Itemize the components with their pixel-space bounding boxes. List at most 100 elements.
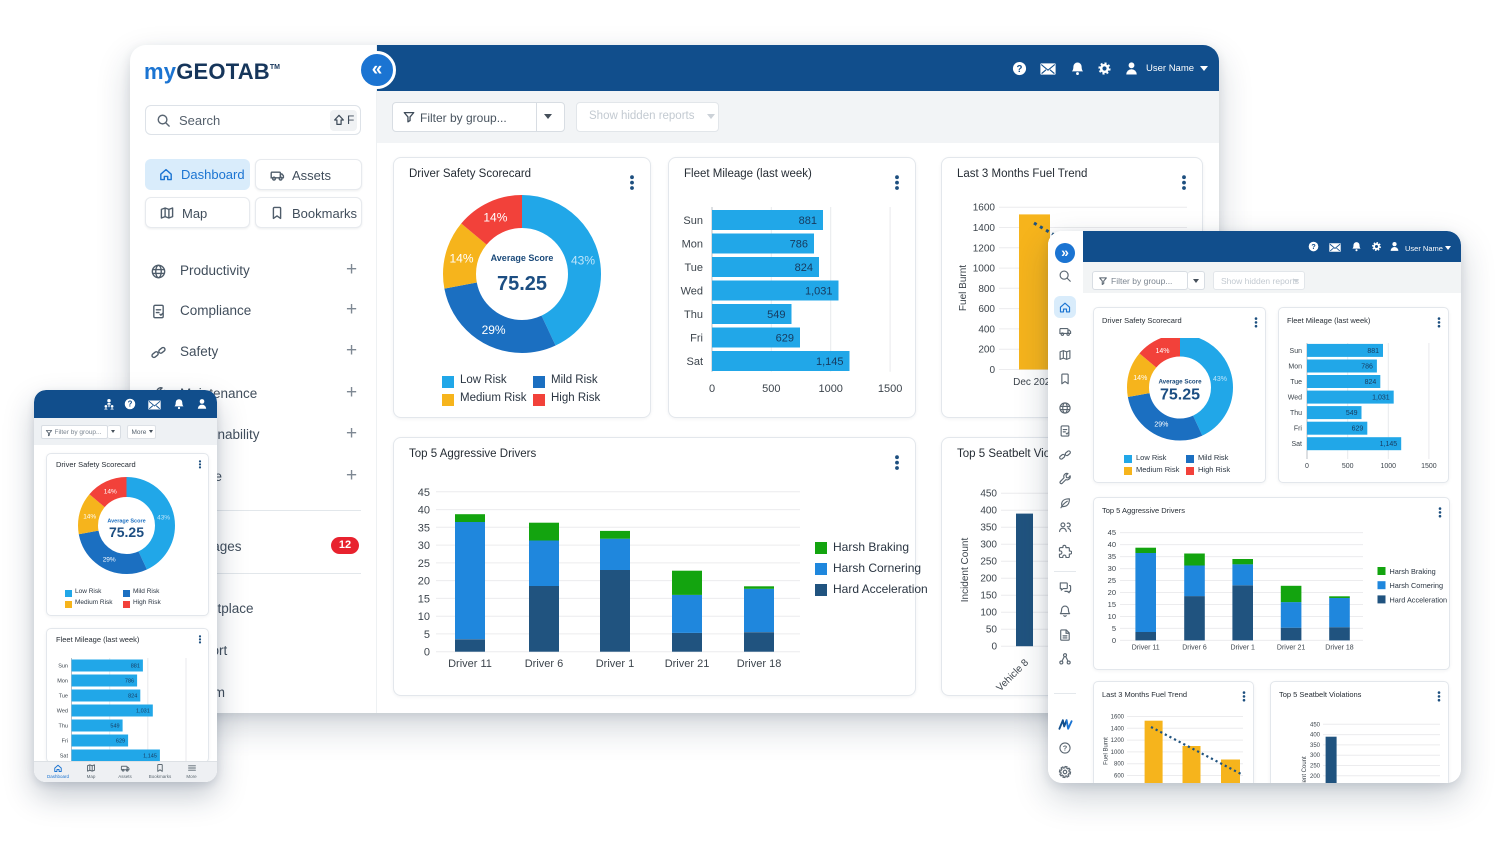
svg-text:Tue: Tue bbox=[1290, 379, 1302, 386]
svg-text:1,145: 1,145 bbox=[143, 754, 157, 760]
svg-text:Sat: Sat bbox=[60, 754, 69, 760]
svg-text:300: 300 bbox=[1310, 753, 1321, 759]
svg-text:0: 0 bbox=[709, 383, 715, 395]
svg-text:20: 20 bbox=[1108, 588, 1116, 597]
svg-text:Average Score: Average Score bbox=[107, 519, 145, 525]
svg-text:Thu: Thu bbox=[59, 724, 68, 730]
svg-text:Tue: Tue bbox=[59, 694, 68, 700]
svg-text:35: 35 bbox=[418, 522, 430, 534]
svg-text:50: 50 bbox=[986, 625, 998, 636]
svg-text:549: 549 bbox=[110, 724, 119, 730]
svg-text:Average Score: Average Score bbox=[1158, 379, 1202, 386]
svg-text:Fuel Burnt: Fuel Burnt bbox=[1104, 737, 1110, 765]
svg-text:500: 500 bbox=[1342, 463, 1354, 470]
svg-text:1600: 1600 bbox=[1111, 715, 1125, 721]
svg-text:?: ? bbox=[1017, 64, 1023, 75]
svg-text:0: 0 bbox=[989, 365, 995, 376]
svg-text:350: 350 bbox=[1310, 743, 1321, 749]
svg-text:14%: 14% bbox=[104, 488, 117, 495]
svg-text:824: 824 bbox=[128, 694, 137, 700]
svg-text:Driver 1: Driver 1 bbox=[1230, 645, 1255, 652]
svg-text:14%: 14% bbox=[83, 513, 96, 520]
svg-text:14%: 14% bbox=[483, 211, 507, 225]
svg-text:Driver 11: Driver 11 bbox=[448, 658, 492, 670]
svg-text:0: 0 bbox=[424, 647, 430, 659]
svg-text:Incident Count: Incident Count bbox=[960, 538, 971, 603]
svg-text:786: 786 bbox=[1361, 364, 1373, 371]
svg-text:15: 15 bbox=[1108, 600, 1116, 609]
svg-text:250: 250 bbox=[980, 557, 997, 568]
svg-text:Driver 18: Driver 18 bbox=[737, 658, 782, 670]
svg-text:Hard Acceleration: Hard Acceleration bbox=[1390, 595, 1448, 604]
svg-text:Fri: Fri bbox=[1294, 426, 1303, 433]
svg-text:824: 824 bbox=[1365, 379, 1377, 386]
svg-text:?: ? bbox=[128, 400, 133, 409]
svg-text:400: 400 bbox=[980, 506, 997, 517]
svg-text:Driver 11: Driver 11 bbox=[1132, 645, 1160, 652]
svg-text:20: 20 bbox=[418, 576, 430, 588]
svg-text:1600: 1600 bbox=[973, 203, 996, 214]
svg-text:824: 824 bbox=[795, 262, 813, 274]
svg-text:29%: 29% bbox=[482, 323, 506, 337]
svg-text:350: 350 bbox=[980, 523, 997, 534]
svg-text:30: 30 bbox=[1108, 564, 1116, 573]
svg-text:Driver 18: Driver 18 bbox=[1325, 645, 1354, 652]
svg-text:25: 25 bbox=[418, 558, 430, 570]
svg-text:1,145: 1,145 bbox=[816, 356, 844, 368]
svg-text:400: 400 bbox=[1310, 733, 1321, 739]
svg-text:450: 450 bbox=[980, 489, 997, 500]
svg-text:1000: 1000 bbox=[973, 264, 996, 275]
svg-text:Wed: Wed bbox=[1288, 395, 1302, 402]
svg-text:1,031: 1,031 bbox=[805, 286, 833, 298]
svg-text:43%: 43% bbox=[571, 254, 595, 268]
svg-text:1500: 1500 bbox=[878, 383, 902, 395]
svg-text:Mon: Mon bbox=[682, 239, 703, 251]
svg-text:10: 10 bbox=[418, 611, 430, 623]
svg-text:25: 25 bbox=[1108, 576, 1116, 585]
svg-text:Mon: Mon bbox=[1288, 364, 1302, 371]
svg-text:Tue: Tue bbox=[684, 262, 703, 274]
svg-text:1200: 1200 bbox=[1111, 738, 1125, 744]
svg-text:Average Score: Average Score bbox=[491, 253, 554, 263]
svg-text:881: 881 bbox=[1367, 348, 1379, 355]
svg-text:150: 150 bbox=[980, 591, 997, 602]
svg-text:629: 629 bbox=[116, 739, 125, 745]
svg-text:40: 40 bbox=[418, 505, 430, 517]
svg-text:200: 200 bbox=[980, 574, 997, 585]
svg-text:Driver 21: Driver 21 bbox=[665, 658, 710, 670]
svg-text:30: 30 bbox=[418, 540, 430, 552]
svg-text:786: 786 bbox=[125, 679, 134, 685]
svg-text:14%: 14% bbox=[1155, 348, 1169, 355]
svg-text:500: 500 bbox=[762, 383, 780, 395]
svg-text:Sat: Sat bbox=[686, 356, 703, 368]
svg-text:881: 881 bbox=[131, 664, 140, 670]
svg-text:15: 15 bbox=[418, 593, 430, 605]
svg-text:40: 40 bbox=[1108, 540, 1116, 549]
svg-text:45: 45 bbox=[1108, 528, 1116, 537]
svg-text:Mon: Mon bbox=[57, 679, 68, 685]
svg-text:800: 800 bbox=[978, 284, 995, 295]
svg-text:1200: 1200 bbox=[973, 243, 996, 254]
svg-text:75.25: 75.25 bbox=[109, 524, 144, 540]
svg-text:14%: 14% bbox=[1133, 375, 1147, 382]
svg-text:5: 5 bbox=[424, 629, 430, 641]
svg-text:0: 0 bbox=[1112, 636, 1116, 645]
svg-text:0: 0 bbox=[1305, 463, 1309, 470]
svg-text:Harsh Braking: Harsh Braking bbox=[1390, 567, 1436, 576]
svg-text:Thu: Thu bbox=[1290, 410, 1302, 417]
svg-text:Vehicle 8: Vehicle 8 bbox=[995, 657, 1032, 694]
svg-text:Fri: Fri bbox=[62, 739, 68, 745]
svg-text:Driver 1: Driver 1 bbox=[596, 658, 635, 670]
svg-text:Driver 6: Driver 6 bbox=[1182, 645, 1207, 652]
svg-text:Driver 21: Driver 21 bbox=[1277, 645, 1306, 652]
svg-text:?: ? bbox=[1063, 743, 1068, 752]
svg-text:10: 10 bbox=[1108, 612, 1116, 621]
svg-text:29%: 29% bbox=[1154, 422, 1168, 429]
svg-text:1000: 1000 bbox=[1111, 750, 1125, 756]
svg-text:1000: 1000 bbox=[818, 383, 842, 395]
svg-text:Thu: Thu bbox=[684, 309, 703, 321]
svg-text:1500: 1500 bbox=[1421, 463, 1437, 470]
svg-text:Sun: Sun bbox=[58, 664, 68, 670]
svg-text:5: 5 bbox=[1112, 624, 1116, 633]
svg-text:1,145: 1,145 bbox=[1380, 441, 1398, 448]
